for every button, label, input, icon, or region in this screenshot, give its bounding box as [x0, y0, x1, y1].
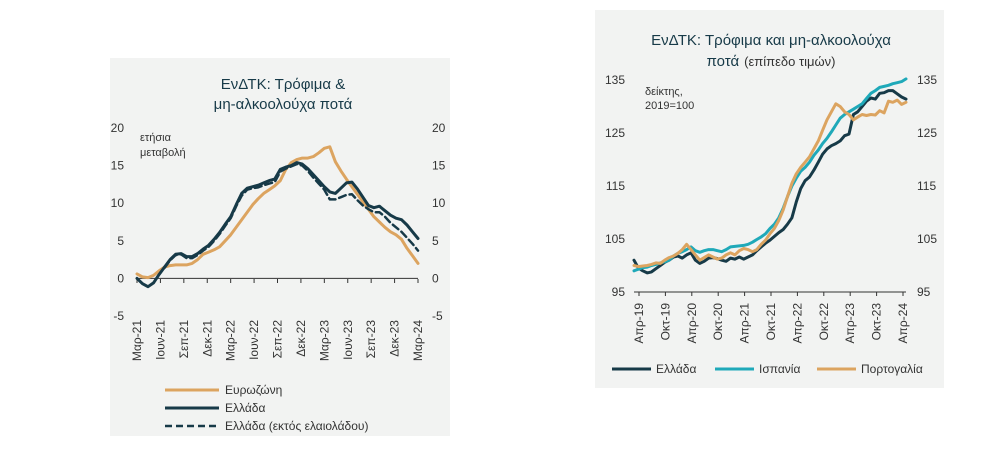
- x-tick-label: Απρ-20: [685, 303, 699, 344]
- x-tick-label: Οκτ-22: [817, 303, 831, 341]
- chart-title-line-2: ποτά (επίπεδο τιμών): [707, 53, 836, 70]
- legend-label-greece: Ελλάδα: [656, 362, 696, 376]
- chart-title-suffix: (επίπεδο τιμών): [744, 54, 835, 69]
- x-tick-label: Απρ-24: [896, 303, 910, 344]
- x-tick-label: Δεκ-23: [388, 320, 402, 357]
- y-tick-label-left: 0: [117, 271, 124, 285]
- x-tick-label: Δεκ-21: [200, 320, 214, 357]
- y-axis-label-line-1: ετήσια: [140, 132, 172, 144]
- legend-label-greece-ex-olive-oil: Ελλάδα (εκτός ελαιολάδου): [225, 419, 368, 433]
- x-tick-label: Σεπ-21: [177, 320, 191, 359]
- x-tick-label: Οκτ-23: [870, 303, 884, 341]
- y-tick-label-left: 5: [117, 234, 124, 248]
- y-tick-label-right: 10: [432, 196, 446, 210]
- x-tick-label: Μαρ-21: [130, 320, 144, 361]
- y-tick-label-left: 20: [111, 121, 125, 135]
- y-tick-label-left: -5: [113, 309, 124, 323]
- x-tick-label: Ιουν-22: [247, 320, 261, 360]
- x-tick-label: Απρ-23: [843, 303, 857, 344]
- series-line-0: [135, 145, 420, 280]
- x-tick-label: Οκτ-21: [764, 303, 778, 341]
- x-tick-label: Μαρ-22: [224, 320, 238, 361]
- y-tick-label-right: 115: [917, 179, 936, 193]
- chart-left: ΕνΔΤΚ: Τρόφιμα & μη-αλκοολούχα ποτά ετήσ…: [111, 76, 446, 433]
- y-tick-label-right: 135: [917, 73, 937, 87]
- series-line-2: [163, 162, 420, 270]
- y-tick-label-right: 0: [432, 271, 439, 285]
- x-tick-label: Οκτ-19: [658, 303, 672, 341]
- y-tick-label-right: 20: [432, 121, 446, 135]
- x-tick-label: Οκτ-20: [711, 303, 725, 341]
- y-tick-label-right: 125: [917, 126, 937, 140]
- chart-right: ΕνΔΤΚ: Τρόφιμα και μη-αλκοολούχα ποτά (επ…: [605, 32, 937, 376]
- y-tick-label-right: 105: [917, 232, 937, 246]
- chart-title-line-1: ΕνΔΤΚ: Τρόφιμα και μη-αλκοολούχα: [651, 32, 891, 49]
- y-tick-label-left: 10: [111, 196, 125, 210]
- y-tick-label-right: -5: [432, 309, 443, 323]
- x-tick-label: Απρ-22: [790, 303, 804, 344]
- x-tick-label: Σεπ-22: [271, 320, 285, 359]
- x-tick-label: Δεκ-22: [294, 320, 308, 357]
- chart-title-line-2: μη-αλκοολούχα ποτά: [214, 96, 353, 113]
- series-line-0: [632, 89, 908, 275]
- y-axis-label-line-2: μεταβολή: [140, 147, 186, 159]
- x-tick-label: Σεπ-23: [364, 320, 378, 359]
- x-tick-label: Μαρ-23: [317, 320, 331, 361]
- chart-title-main: ποτά: [707, 53, 740, 70]
- legend: Ευρωζώνη Ελλάδα Ελλάδα (εκτός ελαιολάδου…: [165, 383, 368, 433]
- legend-label-eurozone: Ευρωζώνη: [225, 383, 282, 397]
- y-axis-label-line-2: 2019=100: [645, 100, 694, 112]
- legend-label-greece: Ελλάδα: [225, 401, 265, 415]
- y-tick-label-right: 95: [917, 285, 931, 299]
- legend: Ελλάδα Ισπανία Πορτογαλία: [612, 362, 923, 376]
- x-tick-label: Απρ-19: [632, 303, 646, 344]
- y-tick-label-left: 125: [605, 126, 625, 140]
- y-tick-label-left: 95: [612, 285, 626, 299]
- x-tick-label: Μαρ-24: [411, 320, 425, 361]
- legend-label-portugal: Πορτογαλία: [861, 362, 923, 376]
- y-axis-label-line-1: δείκτης,: [645, 86, 683, 98]
- y-tick-label-right: 15: [432, 159, 446, 173]
- x-tick-label: Απρ-21: [738, 303, 752, 344]
- chart-title-line-1: ΕνΔΤΚ: Τρόφιμα &: [221, 76, 345, 93]
- x-tick-label: Ιουν-21: [153, 320, 167, 360]
- legend-label-spain: Ισπανία: [759, 362, 800, 376]
- series-line-2: [632, 98, 908, 269]
- x-tick-label: Ιουν-23: [341, 320, 355, 360]
- y-tick-label-left: 135: [605, 73, 625, 87]
- chart-panel-right: ΕνΔΤΚ: Τρόφιμα και μη-αλκοολούχα ποτά (επ…: [595, 10, 944, 388]
- y-tick-label-right: 5: [432, 234, 439, 248]
- y-tick-label-left: 15: [111, 159, 125, 173]
- y-tick-label-left: 115: [606, 179, 625, 193]
- y-tick-label-left: 105: [605, 232, 625, 246]
- chart-panel-left: ΕνΔΤΚ: Τρόφιμα & μη-αλκοολούχα ποτά ετήσ…: [110, 58, 450, 436]
